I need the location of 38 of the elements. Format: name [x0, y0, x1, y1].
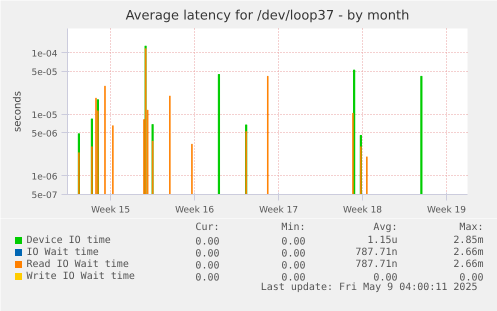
chart-title: Average latency for /dev/loop37 - by month [126, 8, 410, 24]
y-axis-title: seconds [12, 91, 24, 132]
text: 787.71n [355, 247, 398, 258]
x-tick-label: Week 18 [343, 206, 382, 216]
text: 0.00 [459, 272, 484, 284]
text: Cur: [195, 222, 220, 233]
text: Min: [281, 222, 306, 233]
text: 0.00 [195, 272, 220, 284]
text: 2.85m [453, 235, 484, 246]
x-tick-label: Week 17 [259, 206, 298, 216]
text: 0.00 [281, 260, 306, 272]
legend-label: Read IO Wait time [26, 259, 129, 270]
legend-label: Write IO Wait time [26, 271, 135, 282]
x-tick-label: Week 16 [175, 206, 214, 216]
y-tick-label: 5e-07 [32, 191, 58, 201]
text: 0.00 [281, 236, 306, 248]
y-tick-label: 5e-05 [32, 68, 58, 78]
x-tick-label: Week 19 [427, 206, 466, 216]
y-tick-label: 5e-06 [32, 129, 58, 140]
y-tick-label: 1e-04 [32, 49, 58, 60]
text: 2.66m [453, 247, 484, 258]
text: Avg: [373, 222, 398, 233]
y-tick-label: 1e-05 [32, 110, 58, 121]
text: 1.15u [367, 235, 398, 246]
text: 2.66m [453, 259, 484, 270]
legend-label: IO Wait time [26, 247, 99, 258]
y-tick-label: 1e-06 [32, 172, 58, 182]
text: 0.00 [373, 272, 398, 284]
legend-label: Device IO time [26, 235, 111, 246]
text: 0.00 [195, 248, 220, 260]
x-tick-label: Week 15 [91, 206, 130, 216]
text: 0.00 [281, 248, 306, 260]
text: 0.00 [281, 272, 306, 284]
text: 787.71n [355, 259, 398, 270]
text: Last update: Fri May 9 04:00:11 2025 [260, 282, 478, 293]
text: 0.00 [195, 260, 220, 272]
text: Max: [459, 222, 484, 233]
text: 0.00 [195, 236, 220, 248]
